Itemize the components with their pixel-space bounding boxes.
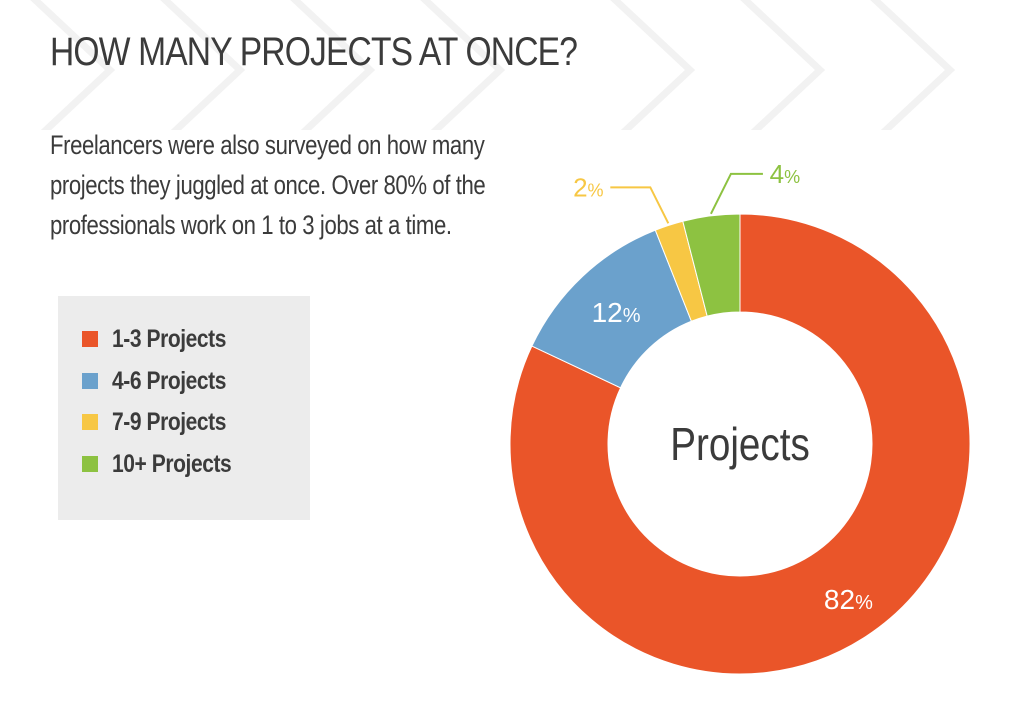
legend-item-4-6-projects: 4-6 Projects bbox=[82, 366, 248, 396]
legend-swatch-1-3-projects bbox=[82, 331, 98, 347]
donut-center-label: Projects bbox=[670, 419, 810, 470]
legend-item-1-3-projects: 1-3 Projects bbox=[82, 324, 248, 354]
page-title: HOW MANY PROJECTS AT ONCE? bbox=[50, 30, 578, 74]
donut-slice-10-plus-projects bbox=[682, 213, 741, 317]
legend-swatch-7-9-projects bbox=[82, 414, 98, 430]
data-label-4-6-projects: 12% bbox=[592, 297, 641, 328]
legend-item-10-plus-projects: 10+ Projects bbox=[82, 449, 254, 479]
legend-swatch-4-6-projects bbox=[82, 373, 98, 389]
background-triangle-pattern bbox=[30, 0, 956, 130]
legend-label: 1-3 Projects bbox=[112, 324, 227, 353]
donut-slice-1-3-projects bbox=[509, 213, 971, 675]
chart-legend: 1-3 Projects 4-6 Projects 7-9 Projects 1… bbox=[58, 296, 310, 520]
legend-label: 7-9 Projects bbox=[112, 407, 227, 436]
data-label-1-3-projects: 82% bbox=[824, 584, 873, 615]
leader-line-7-9-projects bbox=[610, 186, 670, 224]
intro-text: Freelancers were also surveyed on how ma… bbox=[50, 130, 486, 240]
legend-label: 4-6 Projects bbox=[112, 366, 227, 395]
leader-line-10-plus-projects bbox=[710, 172, 763, 215]
data-label-10-plus-projects: 4% bbox=[770, 159, 800, 189]
data-label-7-9-projects: 2% bbox=[573, 172, 603, 202]
legend-label: 10+ Projects bbox=[112, 449, 232, 478]
legend-swatch-10-plus-projects bbox=[82, 456, 98, 472]
legend-item-7-9-projects: 7-9 Projects bbox=[82, 407, 248, 437]
